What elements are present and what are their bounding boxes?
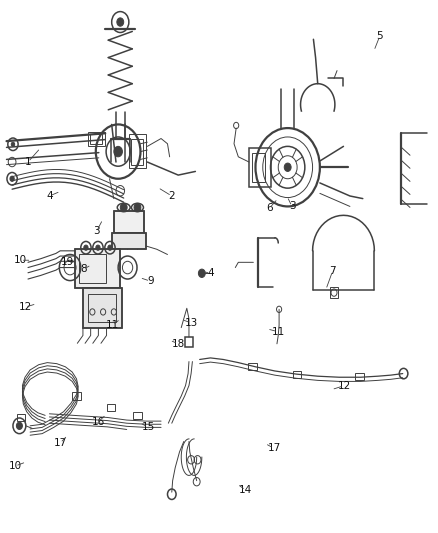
Circle shape [117,18,124,26]
Circle shape [114,147,123,157]
Bar [106,404,115,411]
Text: 15: 15 [141,422,155,432]
Text: 1: 1 [25,157,31,167]
Circle shape [10,176,14,181]
Text: 19: 19 [61,257,74,268]
Bar [75,249,120,288]
Text: 14: 14 [239,485,252,495]
Circle shape [284,163,291,172]
Bar [356,373,364,381]
Bar [88,132,105,147]
Bar [252,153,265,182]
Circle shape [120,203,127,212]
Bar [330,287,338,298]
Text: 12: 12 [18,302,32,312]
Text: 17: 17 [267,443,281,453]
Bar [131,139,143,165]
Bar [112,232,146,249]
Circle shape [96,245,100,251]
Text: 11: 11 [106,320,119,330]
Bar [90,134,102,144]
Bar [114,211,144,232]
Bar [249,148,271,187]
Bar [129,134,146,168]
Circle shape [84,245,88,251]
Bar [72,392,81,400]
Text: 11: 11 [272,327,285,337]
Text: 12: 12 [338,381,351,391]
Text: 4: 4 [207,268,214,278]
Text: 3: 3 [93,226,100,236]
Text: 4: 4 [46,191,53,201]
Bar [83,288,122,328]
Text: 9: 9 [147,276,154,286]
Text: 10: 10 [9,461,21,471]
Bar [79,254,106,283]
Text: 10: 10 [14,255,27,265]
Text: 17: 17 [53,438,67,448]
Circle shape [198,269,205,278]
Text: 2: 2 [169,191,175,201]
Bar [185,337,193,348]
Text: 13: 13 [184,318,198,328]
Text: 8: 8 [81,264,87,274]
Bar [133,411,142,419]
Bar [114,211,144,232]
Text: 16: 16 [92,417,105,427]
Circle shape [16,422,22,430]
Text: 6: 6 [266,203,273,213]
Circle shape [108,245,112,251]
Bar [75,249,120,288]
Text: 18: 18 [172,339,185,349]
Text: 3: 3 [289,201,295,212]
Text: 5: 5 [377,30,383,41]
Bar [112,232,146,249]
Bar [17,414,25,421]
Circle shape [11,142,15,147]
Circle shape [134,203,141,212]
Bar [293,371,301,378]
Bar [83,288,122,328]
Text: 7: 7 [329,265,336,276]
Bar [248,362,257,370]
Bar [88,294,116,322]
